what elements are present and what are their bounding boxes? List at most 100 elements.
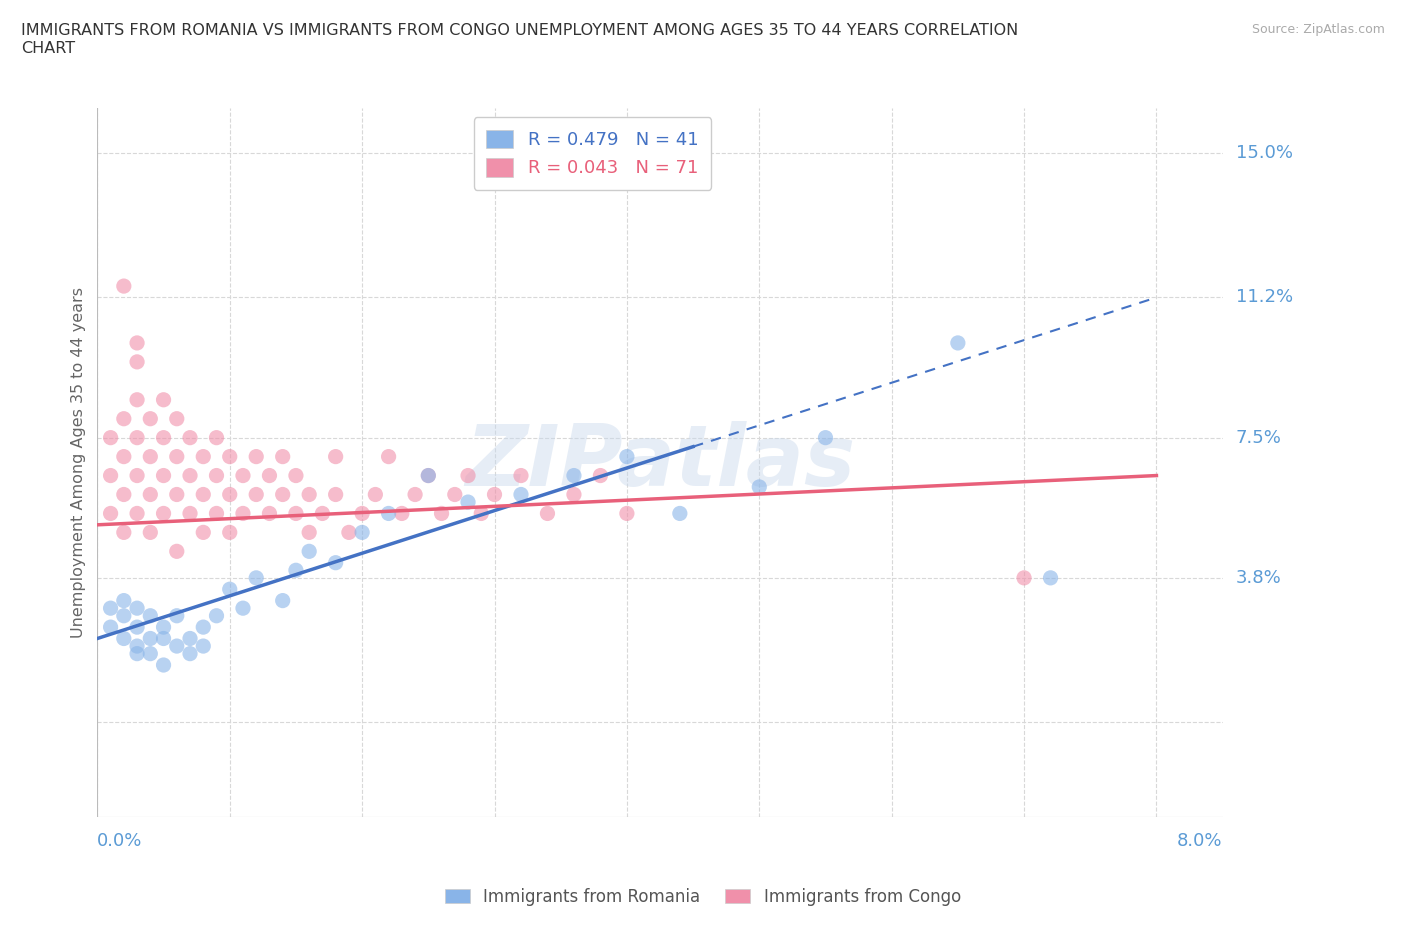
Point <box>112 449 135 464</box>
Point <box>325 449 347 464</box>
Point <box>284 468 307 483</box>
Point <box>510 468 533 483</box>
Point <box>418 468 440 483</box>
Point <box>298 487 321 502</box>
Point <box>193 449 215 464</box>
Point <box>193 487 215 502</box>
Point <box>430 506 453 521</box>
Text: 0.0%: 0.0% <box>97 831 143 850</box>
Point <box>193 639 215 654</box>
Point <box>152 431 174 445</box>
Point <box>139 449 162 464</box>
Point <box>232 601 254 616</box>
Point <box>271 449 294 464</box>
Point <box>152 392 174 407</box>
Point <box>179 506 201 521</box>
Text: Source: ZipAtlas.com: Source: ZipAtlas.com <box>1251 23 1385 36</box>
Point <box>536 506 558 521</box>
Text: ZIPatlas: ZIPatlas <box>465 420 855 504</box>
Point <box>946 336 969 351</box>
Point <box>125 392 148 407</box>
Point <box>562 487 585 502</box>
Point <box>748 480 770 495</box>
Point <box>179 468 201 483</box>
Point <box>352 525 374 539</box>
Point <box>418 468 440 483</box>
Point <box>377 506 399 521</box>
Point <box>218 449 240 464</box>
Point <box>125 646 148 661</box>
Point <box>484 487 506 502</box>
Point <box>125 431 148 445</box>
Point <box>271 593 294 608</box>
Y-axis label: Unemployment Among Ages 35 to 44 years: Unemployment Among Ages 35 to 44 years <box>72 286 86 638</box>
Point <box>218 487 240 502</box>
Point <box>193 525 215 539</box>
Point <box>669 506 692 521</box>
Point <box>166 449 188 464</box>
Point <box>311 506 333 521</box>
Point <box>139 411 162 426</box>
Point <box>125 506 148 521</box>
Point <box>814 431 837 445</box>
Point <box>457 468 479 483</box>
Point <box>139 525 162 539</box>
Point <box>125 468 148 483</box>
Point <box>125 601 148 616</box>
Point <box>205 431 228 445</box>
Point <box>100 619 122 634</box>
Point <box>139 487 162 502</box>
Point <box>125 619 148 634</box>
Point <box>510 487 533 502</box>
Point <box>100 468 122 483</box>
Point <box>112 631 135 646</box>
Point <box>1039 570 1062 585</box>
Point <box>325 555 347 570</box>
Point <box>562 468 585 483</box>
Point <box>152 619 174 634</box>
Point <box>284 563 307 578</box>
Point <box>166 639 188 654</box>
Point <box>166 544 188 559</box>
Point <box>443 487 465 502</box>
Point <box>100 506 122 521</box>
Point <box>166 411 188 426</box>
Point <box>377 449 399 464</box>
Point <box>245 570 267 585</box>
Point <box>112 279 135 294</box>
Text: 8.0%: 8.0% <box>1177 831 1223 850</box>
Point <box>139 646 162 661</box>
Point <box>152 658 174 672</box>
Point <box>259 506 281 521</box>
Point <box>112 608 135 623</box>
Point <box>100 431 122 445</box>
Point <box>166 487 188 502</box>
Point <box>193 619 215 634</box>
Text: IMMIGRANTS FROM ROMANIA VS IMMIGRANTS FROM CONGO UNEMPLOYMENT AMONG AGES 35 TO 4: IMMIGRANTS FROM ROMANIA VS IMMIGRANTS FR… <box>21 23 1018 56</box>
Point <box>125 354 148 369</box>
Point <box>152 468 174 483</box>
Text: 7.5%: 7.5% <box>1236 429 1282 446</box>
Point <box>284 506 307 521</box>
Point <box>125 639 148 654</box>
Point <box>112 593 135 608</box>
Point <box>352 506 374 521</box>
Point <box>179 631 201 646</box>
Point <box>245 449 267 464</box>
Point <box>139 608 162 623</box>
Point <box>616 449 638 464</box>
Point <box>152 631 174 646</box>
Point <box>112 487 135 502</box>
Point <box>457 495 479 510</box>
Point <box>166 608 188 623</box>
Legend: R = 0.479   N = 41, R = 0.043   N = 71: R = 0.479 N = 41, R = 0.043 N = 71 <box>474 117 711 190</box>
Point <box>125 336 148 351</box>
Point <box>205 506 228 521</box>
Point <box>232 468 254 483</box>
Text: 11.2%: 11.2% <box>1236 288 1294 307</box>
Point <box>205 608 228 623</box>
Text: 15.0%: 15.0% <box>1236 144 1294 163</box>
Point <box>112 411 135 426</box>
Point <box>298 544 321 559</box>
Point <box>325 487 347 502</box>
